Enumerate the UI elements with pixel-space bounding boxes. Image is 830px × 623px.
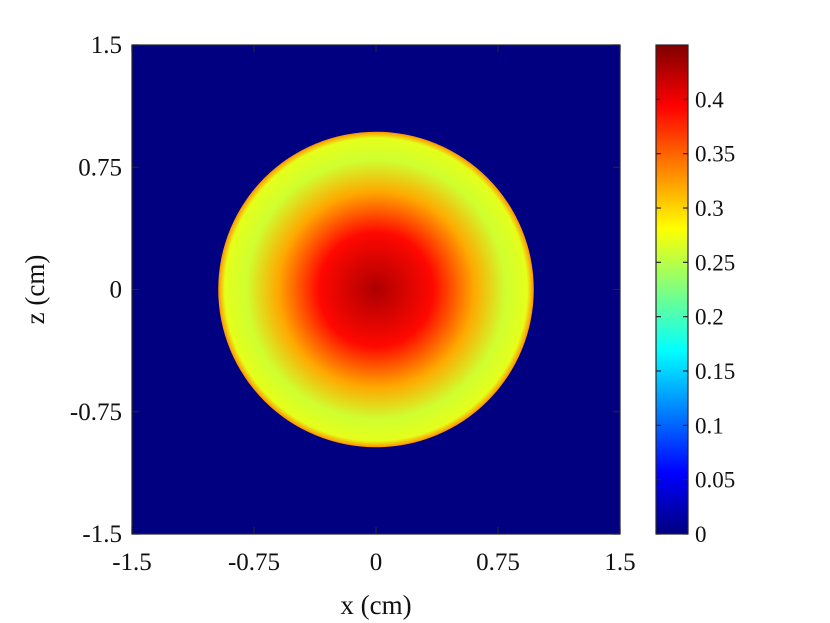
heatmap-disk [218,131,534,448]
y-tick-label: 1.5 [91,32,122,59]
colorbar-tick-label: 0.05 [695,468,735,493]
heatmap-plot: -1.5 -0.75 0 0.75 1.5 -1.5 -0.75 0 0.75 1.5 x (c… [20,32,636,620]
colorbar-tick-label: 0.4 [695,87,724,112]
colorbar-tick-label: 0 [695,522,707,547]
colorbar-tick-label: 0.15 [695,359,735,384]
x-tick-label: 0.75 [476,549,520,576]
y-axis-label: z (cm) [20,255,50,325]
x-tick-label: -1.5 [112,549,152,576]
y-tick-label: 0 [110,277,123,304]
colorbar-tick-label: 0.35 [695,142,735,167]
colorbar-tick-label: 0.1 [695,413,724,438]
x-tick-label: 0 [370,549,383,576]
colorbar-tick-label: 0.3 [695,196,724,221]
colorbar: 0 0.05 0.1 0.15 0.2 0.25 0.3 0.35 0.4 [655,44,735,547]
y-tick-label: -0.75 [70,399,122,426]
colorbar-ticks: 0 0.05 0.1 0.15 0.2 0.25 0.3 0.35 0.4 [656,87,735,547]
x-tick-label: 1.5 [604,549,635,576]
x-tick-label: -0.75 [228,549,280,576]
colorbar-tick-label: 0.25 [695,250,735,275]
x-axis-label: x (cm) [340,590,411,620]
colorbar-frame [655,44,689,535]
y-tick-label: 0.75 [78,154,122,181]
y-axis-ticks: -1.5 -0.75 0 0.75 1.5 [70,32,620,548]
colorbar-tick-label: 0.2 [695,305,724,330]
colorbar-bar [656,45,688,534]
x-axis-ticks: -1.5 -0.75 0 0.75 1.5 [112,45,636,576]
y-tick-label: -1.5 [82,521,122,548]
